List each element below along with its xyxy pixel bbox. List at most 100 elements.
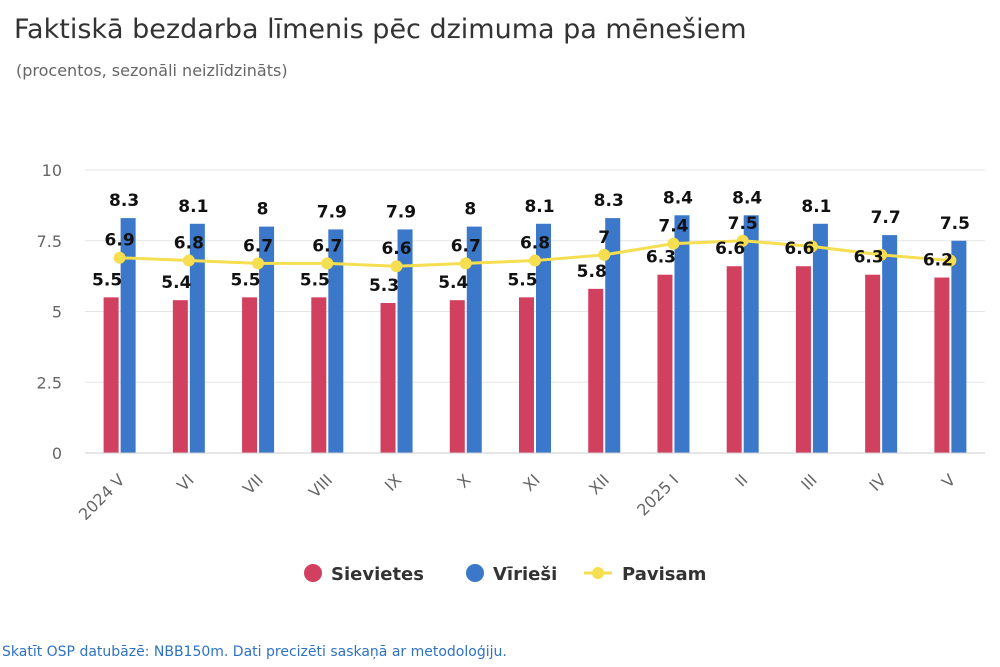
data-label: 7.7 (871, 208, 901, 228)
data-label: 6.7 (451, 236, 481, 256)
data-label: 6.8 (520, 234, 550, 254)
x-tick-label: II (731, 470, 751, 490)
point-pavisam[interactable] (113, 251, 126, 264)
point-pavisam[interactable] (875, 248, 888, 261)
legend-label: Sievietes (331, 564, 424, 585)
database-link[interactable]: Skatīt OSP datubāzē: NBB150m. Dati preci… (2, 644, 507, 660)
data-label: 6.3 (854, 248, 884, 268)
x-tick-label: VI (173, 470, 198, 495)
data-label: 8.3 (594, 191, 624, 211)
bar-sievietes[interactable] (103, 297, 119, 453)
bar-virieši[interactable] (466, 226, 482, 453)
x-tick-label: IV (865, 470, 890, 495)
point-pavisam[interactable] (736, 234, 749, 247)
legend: Sievietes Vīrieši Pavisam (304, 564, 706, 585)
data-label: 8.1 (178, 197, 208, 217)
legend-item[interactable]: Pavisam (584, 564, 706, 585)
bar-sievietes[interactable] (519, 297, 534, 453)
bar-virieši[interactable] (397, 229, 413, 453)
bar-sievietes[interactable] (380, 303, 396, 453)
chart-title: Faktiskā bezdarba līmenis pēc dzimuma pa… (14, 14, 747, 45)
data-label: 8.1 (801, 197, 831, 217)
data-label: 7.5 (940, 214, 970, 234)
x-tick-label: VII (239, 470, 267, 498)
data-label: 6.6 (715, 239, 745, 259)
bar-virieši[interactable] (328, 229, 344, 453)
x-tick-label: III (797, 470, 820, 493)
bar-sievietes[interactable] (172, 300, 188, 453)
bar-virieši[interactable] (536, 223, 551, 453)
bar-virieši[interactable] (674, 215, 690, 453)
data-label: 5.4 (438, 273, 468, 293)
data-label: 5.4 (161, 273, 191, 293)
data-label: 5.8 (577, 262, 607, 282)
bar-sievietes[interactable] (865, 274, 881, 453)
data-labels: 5.5 5.4 5.5 5.5 5.3 5.4 5.5 5.8 6.3 6.6 6.6 6.3 6.2 8… (92, 188, 970, 296)
point-pavisam[interactable] (182, 254, 195, 267)
legend-symbol (592, 567, 604, 579)
bar-sievietes[interactable] (795, 266, 811, 453)
bar-virieši[interactable] (812, 223, 828, 453)
data-label: 8.4 (663, 188, 693, 208)
x-tick-label: V (938, 470, 959, 491)
x-tick-label: XII (585, 470, 613, 498)
legend-item[interactable]: Vīrieši (466, 564, 557, 585)
bar-sievietes[interactable] (934, 277, 950, 453)
bar-sievietes[interactable] (449, 300, 465, 453)
data-label: 5.5 (300, 270, 330, 290)
bar-sievietes[interactable] (242, 297, 258, 453)
data-label: 5.3 (369, 276, 399, 296)
bar-virieši[interactable] (743, 215, 759, 453)
data-label: 6.3 (646, 248, 676, 268)
data-label: 7.9 (386, 202, 416, 222)
point-pavisam[interactable] (529, 254, 541, 267)
y-tick-label: 0 (52, 444, 62, 463)
point-pavisam[interactable] (598, 248, 611, 261)
data-label: 8.4 (732, 188, 762, 208)
data-label: 7.5 (728, 214, 758, 234)
bar-virieši[interactable] (882, 235, 898, 453)
data-label: 5.5 (231, 270, 261, 290)
point-pavisam[interactable] (667, 237, 680, 250)
legend-symbol (304, 564, 322, 582)
data-label: 6.8 (174, 234, 204, 254)
data-label: 5.5 (507, 270, 537, 290)
data-label: 8 (257, 200, 269, 220)
data-label: 8.1 (524, 197, 554, 217)
point-pavisam[interactable] (390, 260, 403, 273)
bar-sievietes[interactable] (657, 274, 673, 453)
x-tick-label: XI (519, 470, 544, 495)
data-label: 6.6 (381, 239, 411, 259)
unemployment-chart: 0 2.5 5 7.5 10 5.5 5.4 5.5 5.5 5.3 5.4 5.5 5.8 6.3 6.… (37, 161, 985, 585)
bar-virieši[interactable] (951, 240, 967, 453)
data-label: 8.3 (109, 191, 139, 211)
bar-sievietes[interactable] (726, 266, 742, 453)
point-pavisam[interactable] (944, 254, 957, 267)
point-pavisam[interactable] (459, 257, 472, 270)
y-tick-label: 2.5 (37, 373, 62, 392)
legend-label: Pavisam (622, 564, 706, 585)
bar-virieši[interactable] (120, 218, 136, 453)
total-line (113, 234, 957, 273)
data-label: 6.9 (105, 231, 135, 251)
bar-virieši[interactable] (605, 218, 621, 453)
data-label: 7 (598, 228, 610, 248)
data-label: 7.9 (317, 202, 347, 222)
bar-sievietes[interactable] (588, 288, 604, 453)
data-label: 5.5 (92, 270, 122, 290)
point-pavisam[interactable] (321, 257, 334, 270)
legend-symbol (466, 564, 484, 582)
legend-item[interactable]: Sievietes (304, 564, 424, 585)
bars (103, 215, 967, 453)
x-tick-label: IX (381, 470, 406, 495)
bar-sievietes[interactable] (311, 297, 327, 453)
point-pavisam[interactable] (252, 257, 265, 270)
x-tick-label: 2024 V (75, 470, 129, 524)
x-tick-label: 2025 I (633, 470, 682, 519)
legend-label: Vīrieši (493, 564, 557, 585)
bar-virieši[interactable] (259, 226, 275, 453)
point-pavisam[interactable] (805, 240, 818, 253)
x-tick-label: VIII (305, 470, 336, 501)
bar-virieši[interactable] (189, 223, 205, 453)
x-axis: 2024 V VI VII VIII IX X XI XII 2025 I II III IV V (75, 452, 985, 524)
